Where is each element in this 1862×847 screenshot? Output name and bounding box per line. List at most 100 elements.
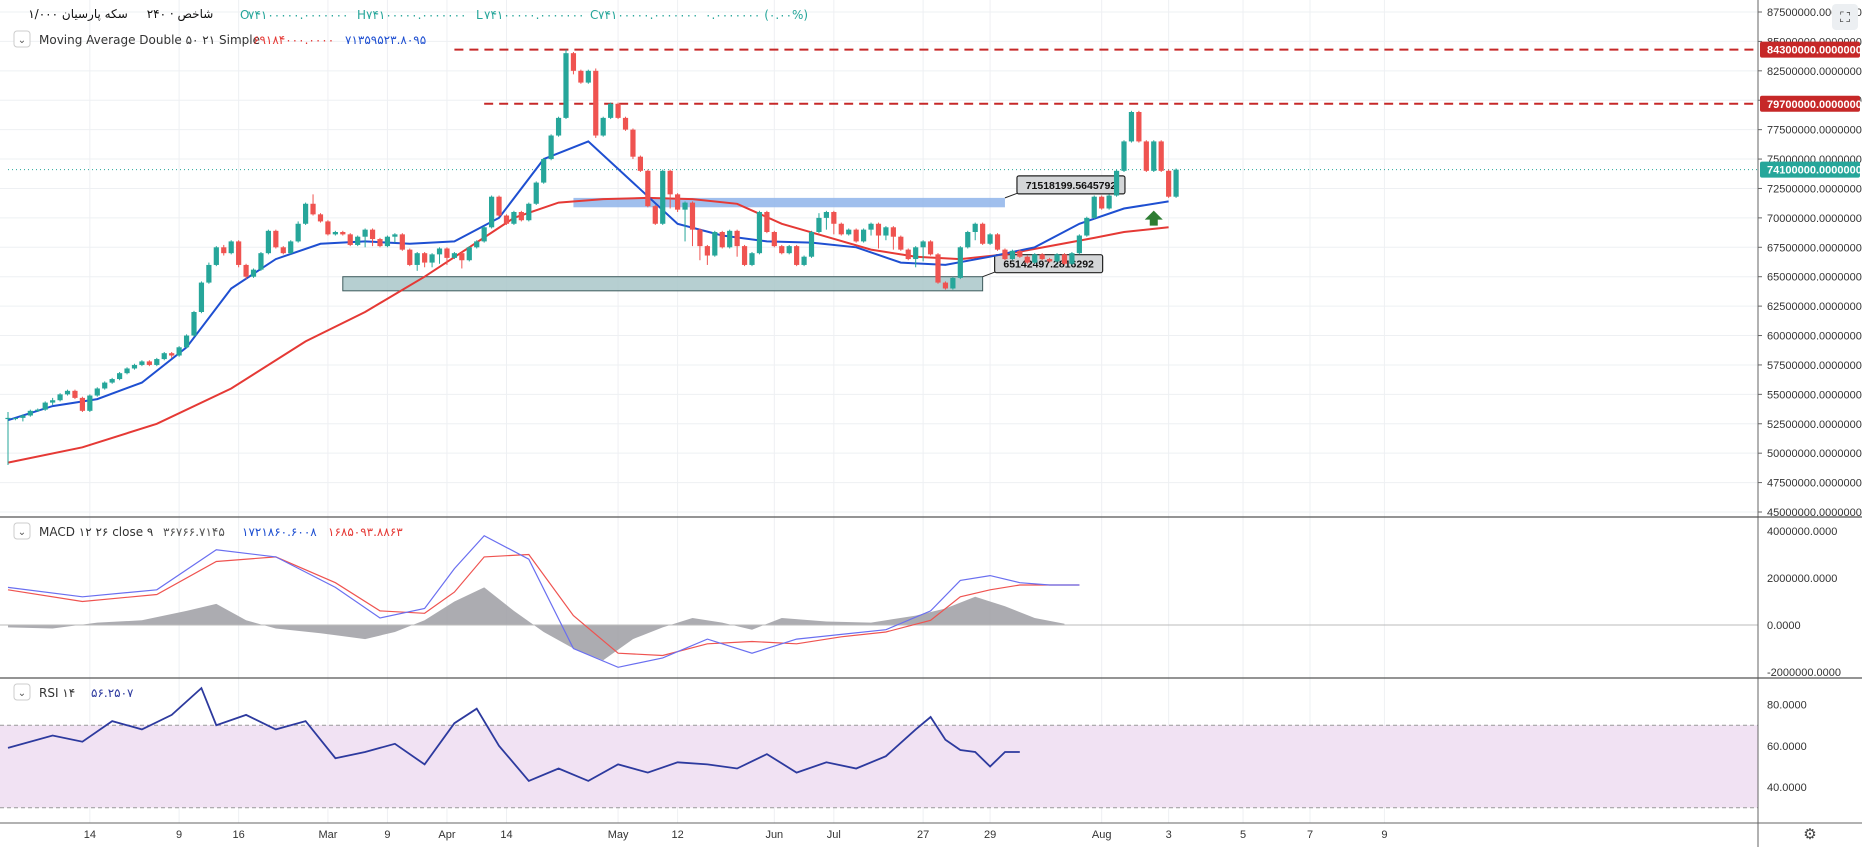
candle[interactable]: [35, 408, 41, 412]
candle[interactable]: [511, 210, 517, 225]
time-tick-label[interactable]: 16: [233, 829, 245, 841]
candle[interactable]: [489, 195, 495, 229]
candle[interactable]: [1076, 234, 1082, 255]
candle[interactable]: [221, 244, 227, 256]
candle[interactable]: [117, 372, 123, 381]
candle[interactable]: [206, 262, 212, 284]
candle[interactable]: [459, 252, 465, 269]
time-tick-label[interactable]: 29: [984, 829, 996, 841]
candle[interactable]: [563, 49, 569, 120]
candle[interactable]: [154, 357, 160, 367]
candle[interactable]: [295, 221, 301, 243]
candle[interactable]: [808, 230, 815, 258]
time-tick-label[interactable]: 3: [1166, 829, 1172, 841]
candle[interactable]: [689, 201, 696, 247]
candle[interactable]: [1173, 168, 1179, 198]
candle[interactable]: [288, 240, 294, 255]
candle[interactable]: [518, 210, 524, 222]
candle[interactable]: [868, 222, 874, 236]
candle[interactable]: [414, 252, 420, 271]
fullscreen-button[interactable]: ⛶: [1832, 4, 1858, 30]
candle[interactable]: [198, 281, 205, 314]
candle[interactable]: [526, 202, 532, 222]
time-tick-label[interactable]: Jun: [765, 829, 783, 841]
candle[interactable]: [1047, 257, 1053, 263]
candle[interactable]: [503, 214, 510, 225]
candle[interactable]: [191, 310, 197, 337]
candle[interactable]: [72, 389, 78, 400]
candle[interactable]: [124, 367, 130, 375]
candle[interactable]: [794, 244, 800, 267]
candle[interactable]: [786, 244, 792, 255]
candle[interactable]: [146, 360, 152, 367]
candle[interactable]: [355, 235, 361, 247]
candle[interactable]: [176, 346, 182, 357]
candle[interactable]: [727, 229, 733, 249]
candle[interactable]: [749, 252, 755, 267]
candle[interactable]: [779, 244, 785, 255]
price-badge[interactable]: [1760, 41, 1860, 58]
price-zone[interactable]: [342, 276, 984, 292]
candle[interactable]: [608, 102, 614, 120]
time-tick-label[interactable]: 27: [917, 829, 929, 841]
candle[interactable]: [675, 193, 681, 212]
candle[interactable]: [310, 194, 316, 216]
candle[interactable]: [466, 246, 472, 262]
candle[interactable]: [712, 230, 718, 257]
time-tick-label[interactable]: Apr: [438, 829, 455, 841]
candle[interactable]: [362, 228, 368, 248]
candle[interactable]: [332, 230, 338, 236]
candle[interactable]: [5, 412, 11, 465]
candle[interactable]: [846, 228, 852, 236]
candle[interactable]: [325, 220, 331, 236]
candle[interactable]: [1166, 169, 1172, 198]
candle[interactable]: [258, 252, 264, 271]
candle[interactable]: [1054, 253, 1060, 263]
candle[interactable]: [243, 263, 249, 280]
candle[interactable]: [369, 228, 376, 247]
candle[interactable]: [50, 397, 56, 405]
candle[interactable]: [637, 155, 643, 172]
time-tick-label[interactable]: 14: [84, 829, 96, 841]
candle[interactable]: [139, 360, 145, 367]
candle[interactable]: [87, 394, 93, 412]
candle[interactable]: [131, 363, 138, 370]
candle[interactable]: [451, 252, 457, 260]
price-badge[interactable]: [1760, 161, 1860, 178]
candle[interactable]: [250, 268, 257, 278]
rsi-collapse-box[interactable]: [13, 683, 31, 701]
time-tick-label[interactable]: 14: [500, 829, 512, 841]
candle[interactable]: [823, 210, 829, 230]
candle[interactable]: [645, 169, 651, 208]
candle[interactable]: [392, 233, 398, 243]
candle[interactable]: [965, 230, 971, 249]
candle[interactable]: [831, 210, 837, 235]
candle[interactable]: [630, 128, 636, 160]
candle[interactable]: [935, 253, 941, 284]
candle[interactable]: [1136, 110, 1142, 143]
candle[interactable]: [1017, 249, 1023, 258]
candle[interactable]: [875, 222, 882, 249]
time-tick-label[interactable]: Jul: [827, 829, 841, 841]
candle[interactable]: [280, 246, 286, 255]
candle[interactable]: [927, 240, 934, 256]
candle[interactable]: [236, 240, 242, 268]
candle[interactable]: [652, 204, 658, 225]
candle[interactable]: [883, 226, 889, 241]
candle[interactable]: [570, 52, 577, 75]
candle[interactable]: [890, 226, 896, 250]
candle[interactable]: [42, 401, 48, 411]
candle[interactable]: [682, 201, 688, 242]
candle[interactable]: [898, 235, 904, 251]
candle[interactable]: [987, 233, 993, 245]
candle[interactable]: [436, 247, 443, 264]
candle[interactable]: [481, 226, 487, 243]
candle[interactable]: [1061, 253, 1068, 265]
time-tick-label[interactable]: 9: [384, 829, 390, 841]
candles-layer[interactable]: [5, 49, 1179, 465]
candle[interactable]: [771, 230, 777, 248]
time-tick-label[interactable]: Mar: [318, 829, 337, 841]
candle[interactable]: [1151, 140, 1157, 172]
candle[interactable]: [1009, 249, 1015, 261]
candle[interactable]: [1084, 216, 1090, 237]
